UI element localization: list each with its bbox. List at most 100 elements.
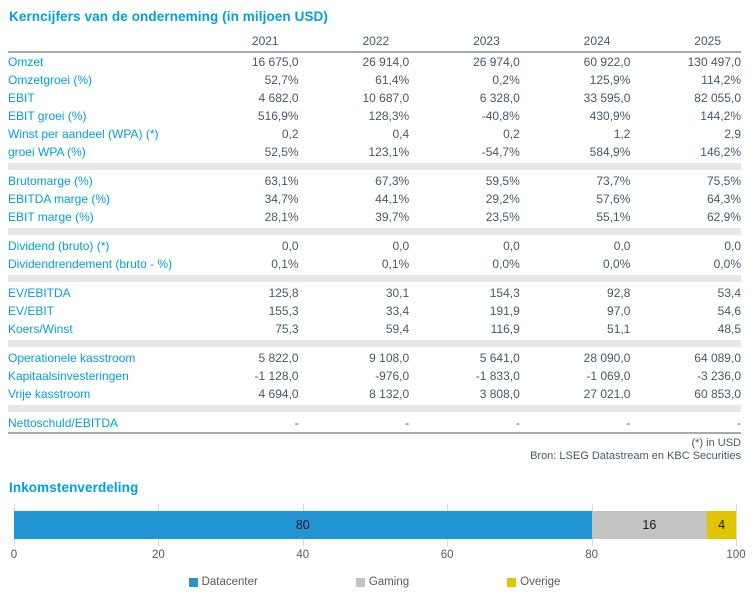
cell-value: 57,6%: [596, 191, 631, 206]
cell-value: 155,3: [268, 303, 299, 318]
cell-value: 64 089,0: [694, 350, 741, 365]
key-figures-table: 2021 2022 2023 2024 2025 Omzet 16 675,0 26 914…: [8, 31, 741, 435]
cell-value: 4 694,0: [258, 386, 299, 401]
row-label: Kapitaalsinvesteringen: [8, 368, 129, 383]
year-header: 2024: [519, 31, 631, 53]
legend-item-gaming: Gaming: [355, 576, 410, 588]
cell-value: 53,4: [717, 285, 741, 300]
cell-value: 3 808,0: [479, 386, 520, 401]
cell-value: 73,7%: [596, 173, 631, 188]
legend-label: Gaming: [368, 576, 410, 588]
row-label: EBIT groei (%): [8, 108, 87, 123]
cell-value: 75,5%: [706, 173, 741, 188]
legend-item-overige: Overige: [507, 576, 560, 588]
cell-value: 61,4%: [375, 72, 410, 87]
cell-value: 30,1: [385, 285, 410, 300]
bar-segment-gaming: 16: [591, 511, 708, 539]
cell-value: 191,9: [489, 303, 520, 318]
cell-value: 125,9%: [589, 72, 631, 87]
table-row: EBIT marge (%) 28,1% 39,7% 23,5% 55,1% 62,9%: [8, 208, 741, 226]
section-separator: [8, 340, 741, 347]
cell-value: 16 675,0: [251, 54, 299, 69]
table-row: EBIT groei (%) 516,9% 128,3% -40,8% 430,9% 14…: [8, 107, 741, 125]
cell-value: 75,3: [275, 321, 299, 336]
cell-value: 59,5%: [485, 173, 520, 188]
legend-swatch-icon: [507, 577, 517, 587]
cell-value: -1 833,0: [475, 368, 520, 383]
cell-value: 1,2: [613, 126, 631, 141]
cell-value: 154,3: [489, 285, 520, 300]
cell-value: 28 090,0: [583, 350, 631, 365]
cell-value: 67,3%: [375, 173, 410, 188]
x-tick-label: 0: [10, 549, 18, 561]
cell-value: 125,8: [268, 285, 299, 300]
table-footnotes: (*) in USD Bron: LSEG Datastream en KBC …: [8, 434, 741, 463]
cell-value: -40,8%: [481, 108, 520, 123]
cell-value: 0,2: [281, 126, 299, 141]
table-row: Dividendrendement (bruto - %) 0,1% 0,1% 0,0…: [8, 255, 741, 273]
table-row: Operationele kasstroom 5 822,0 9 108,0 5 64…: [8, 349, 741, 367]
cell-value: 33 595,0: [583, 90, 631, 105]
table-row: Dividend (bruto) (*) 0,0 0,0 0,0 0,0 0,0: [8, 237, 741, 255]
cell-value: 146,2%: [700, 144, 741, 159]
cell-value: 59,4: [385, 321, 410, 336]
table-row: EV/EBITDA 125,8 30,1 154,3 92,8 53,4: [8, 284, 741, 302]
year-header: 2023: [409, 31, 520, 53]
row-label: Dividend (bruto) (*): [8, 238, 110, 253]
cell-value: 128,3%: [368, 108, 410, 123]
footnote-source: Bron: LSEG Datastream en KBC Securities: [530, 450, 741, 462]
table-row: Vrije kasstroom 4 694,0 8 132,0 3 808,0 27 0…: [8, 385, 741, 403]
cell-value: 4 682,0: [258, 90, 299, 105]
table-row: Kapitaalsinvesteringen -1 128,0 -976,0 -1 8…: [8, 367, 741, 385]
cell-value: 48,5: [717, 321, 741, 336]
cell-value: 34,7%: [264, 191, 299, 206]
x-tick-label: 20: [151, 549, 165, 561]
section-separator: [8, 163, 741, 170]
cell-value: 9 108,0: [369, 350, 410, 365]
cell-value: 5 822,0: [258, 350, 299, 365]
cell-value: -: [294, 415, 299, 430]
cell-value: 60 922,0: [583, 54, 631, 69]
cell-value: 33,4: [385, 303, 410, 318]
cell-value: -: [737, 415, 741, 430]
cell-value: 0,1%: [271, 256, 299, 271]
cell-value: 51,1: [607, 321, 631, 336]
row-label: Omzet: [8, 54, 44, 69]
row-label: Koers/Winst: [8, 321, 73, 336]
row-label: Vrije kasstroom: [8, 386, 91, 401]
cell-value: 39,7%: [375, 209, 410, 224]
income-distribution-chart: Inkomstenverdeling 80 16 4 0 20 40 60 80 100 Da…: [8, 477, 746, 588]
cell-value: 6 328,0: [479, 90, 520, 105]
chart-title: Inkomstenverdeling: [9, 480, 139, 495]
header-corner-cell: [8, 31, 188, 53]
cell-value: 63,1%: [264, 173, 299, 188]
cell-value: 0,0: [281, 238, 299, 253]
table-row: Brutomarge (%) 63,1% 67,3% 59,5% 73,7% 75,5%: [8, 172, 741, 190]
x-tick-label: 80: [585, 549, 598, 561]
cell-value: 60 853,0: [694, 386, 741, 401]
row-label: Winst per aandeel (WPA) (*): [8, 126, 159, 141]
row-label: Omzetgroei (%): [8, 72, 93, 87]
cell-value: 516,9%: [257, 108, 299, 123]
cell-value: 123,1%: [368, 144, 410, 159]
cell-value: 23,5%: [485, 209, 520, 224]
cell-value: 82 055,0: [694, 90, 741, 105]
table-row: EV/EBIT 155,3 33,4 191,9 97,0 54,6: [8, 302, 741, 320]
year-header: 2021: [188, 31, 299, 53]
bar-segment-value: 16: [642, 518, 657, 532]
cell-value: 52,7%: [264, 72, 299, 87]
cell-value: 0,4: [392, 126, 410, 141]
cell-value: 0,0: [392, 238, 410, 253]
bar-segment-value: 4: [718, 518, 726, 532]
section-separator: [8, 228, 741, 235]
cell-value: 430,9%: [589, 108, 631, 123]
cell-value: 52,5%: [264, 144, 299, 159]
row-label: groei WPA (%): [8, 144, 86, 159]
year-header: 2025: [630, 31, 741, 53]
row-label: EBITDA marge (%): [8, 191, 111, 206]
section-separator: [8, 275, 741, 282]
row-label: EV/EBIT: [8, 303, 55, 318]
cell-value: -: [515, 415, 520, 430]
table-row: groei WPA (%) 52,5% 123,1% -54,7% 584,9% 146,…: [8, 143, 741, 161]
cell-value: 29,2%: [485, 191, 520, 206]
